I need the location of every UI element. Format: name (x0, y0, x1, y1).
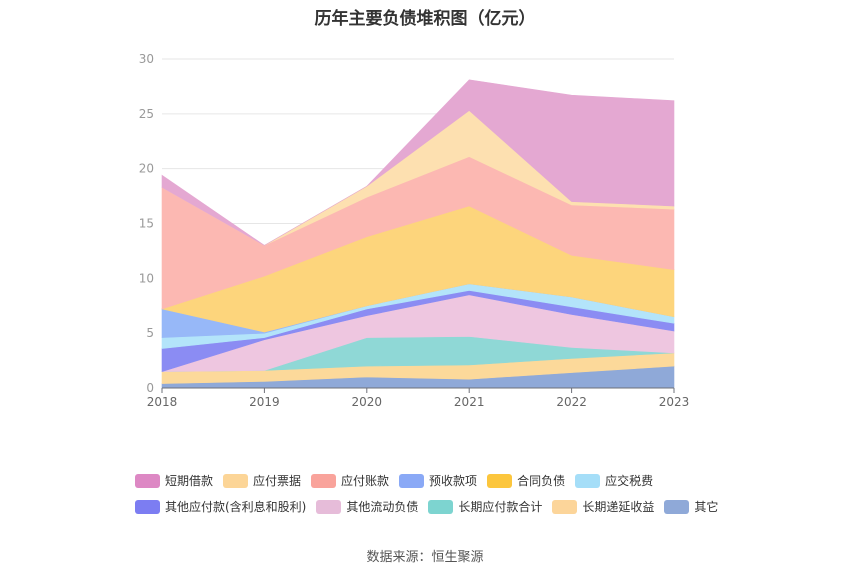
y-tick-label: 10 (139, 271, 154, 285)
legend-swatch (487, 473, 513, 488)
x-tick-label: 2022 (556, 395, 587, 409)
x-tick-label: 2020 (352, 395, 383, 409)
legend-swatch (316, 499, 342, 514)
legend-item[interactable]: 应付票据 (223, 472, 301, 489)
legend-label: 其它 (694, 500, 719, 514)
legend-swatch (223, 473, 249, 488)
y-tick-label: 0 (146, 381, 154, 395)
legend-label: 其他应付款(含利息和股利) (165, 500, 307, 514)
legend-row: 短期借款 应付票据 应付账款 预收款项 合同负债 应交税费其他应付款(含利息和股利) 其他流… (135, 472, 755, 524)
y-tick-label: 20 (139, 162, 154, 176)
legend-label: 短期借款 (165, 474, 214, 488)
legend-item[interactable]: 预收款项 (399, 472, 477, 489)
y-tick-label: 25 (139, 107, 154, 121)
legend-item[interactable]: 其他应付款(含利息和股利) (135, 498, 306, 515)
data-source: 数据来源：恒生聚源 (366, 550, 484, 565)
legend-item[interactable]: 应付账款 (311, 472, 389, 489)
area-series[interactable]: 短期借款 (161, 79, 675, 246)
x-tick-label: 2019 (249, 395, 280, 409)
axes: 0 5 10 15 20 25 30 2018 2019 2020 2021 2022 2023 (139, 52, 690, 409)
legend-swatch (135, 499, 160, 514)
legend-item[interactable]: 其它 (664, 498, 718, 515)
legend-label: 长期应付款合计 (458, 500, 543, 514)
legend-swatch (399, 473, 425, 488)
legend-item[interactable]: 其他流动负债 (316, 498, 418, 515)
stacked-area-chart: 其它长期递延收益长期应付款合计其他流动负债其他应付款(含利息和股利)应交税费预收… (139, 52, 690, 409)
legend-item[interactable]: 长期应付款合计 (428, 498, 542, 515)
x-tick-label: 2018 (147, 395, 178, 409)
legend-label: 合同负债 (517, 474, 566, 488)
legend-item[interactable]: 长期递延收益 (552, 498, 654, 515)
y-tick-label: 5 (146, 326, 154, 340)
chart-title: 历年主要负债堆积图（亿元） (314, 9, 536, 29)
y-tick-label: 30 (139, 52, 154, 66)
legend-swatch (664, 499, 690, 514)
legend-swatch (552, 499, 578, 514)
legend-item[interactable]: 短期借款 (135, 472, 213, 489)
legend-swatch (428, 499, 454, 514)
legend-label: 应付账款 (341, 474, 390, 488)
legend-swatch (135, 473, 160, 488)
legend-swatch (575, 473, 601, 488)
legend-label: 预收款项 (429, 474, 478, 488)
area-series-group: 其它长期递延收益长期应付款合计其他流动负债其他应付款(含利息和股利)应交税费预收… (160, 79, 675, 389)
x-tick-label: 2021 (454, 395, 485, 409)
y-tick-label: 15 (139, 217, 154, 231)
legend-label: 长期递延收益 (582, 500, 655, 514)
legend-swatch (311, 473, 337, 488)
legend-item[interactable]: 合同负债 (487, 472, 565, 489)
legend-label: 应交税费 (605, 474, 654, 488)
legend: 短期借款 应付票据 应付账款 预收款项 合同负债 应交税费其他应付款(含利息和股利) 其他流… (135, 472, 755, 524)
legend-label: 应付票据 (253, 474, 302, 488)
legend-item[interactable]: 应交税费 (575, 472, 653, 489)
x-tick-label: 2023 (659, 395, 690, 409)
legend-label: 其他流动负债 (346, 500, 419, 514)
